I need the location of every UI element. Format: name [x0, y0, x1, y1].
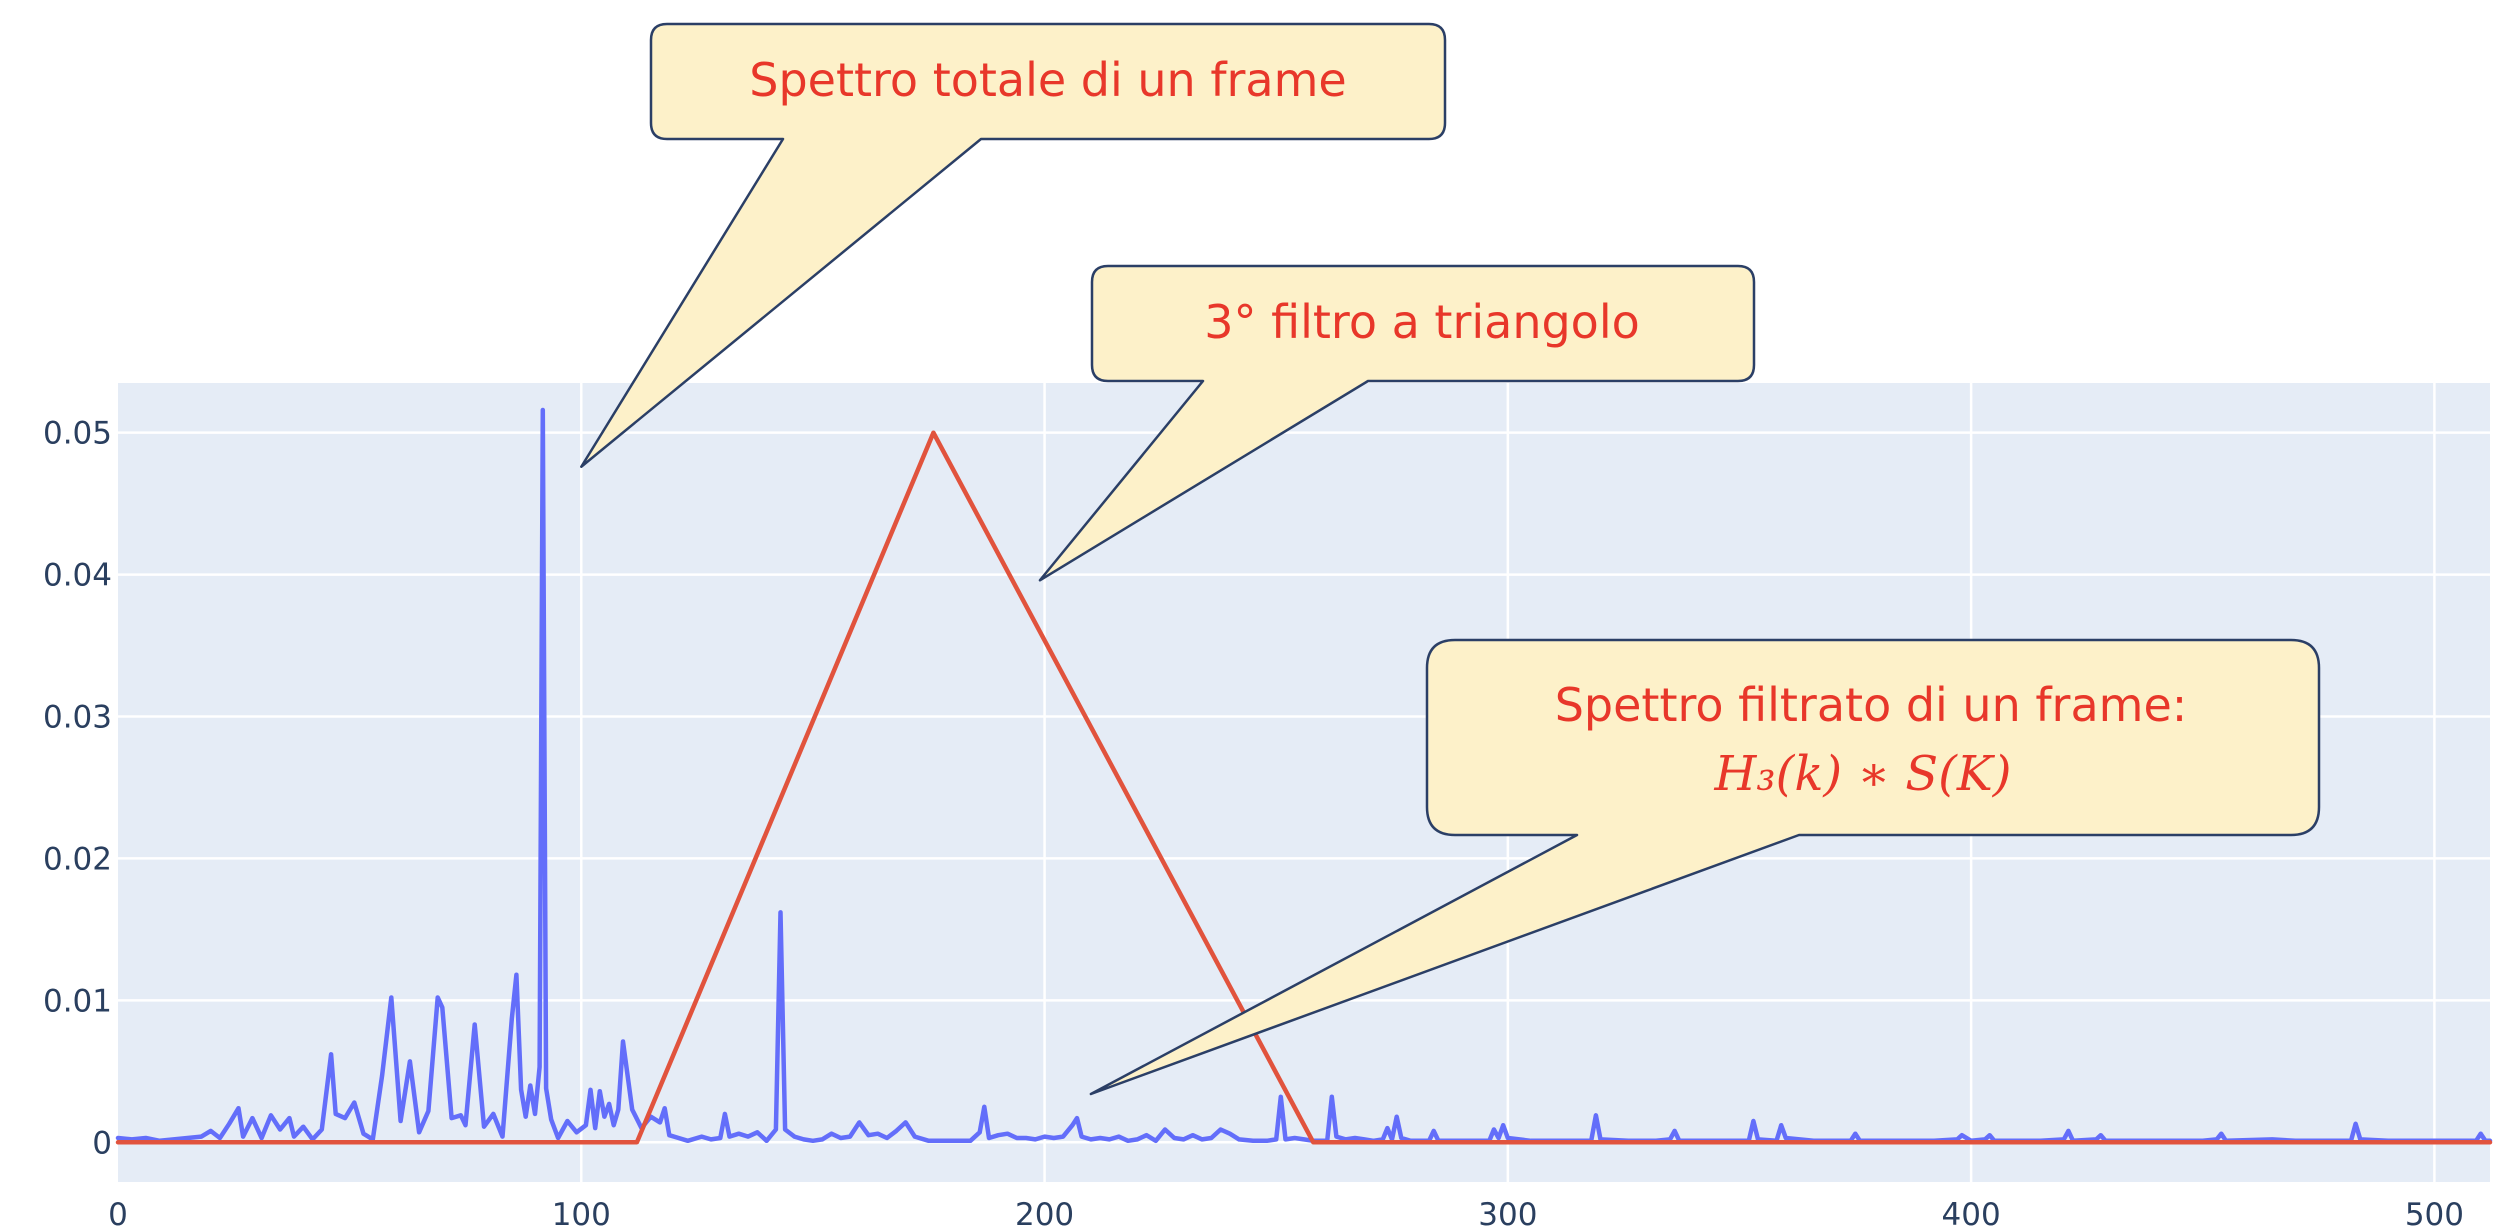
callout-a3-label: Spettro filtrato di un frame: [1555, 678, 2188, 732]
y-tick-label-1: 0.01 [43, 983, 112, 1019]
callout-filtered-spectrum: Spettro filtrato di un frame: H₃(k) ∗ S(… [1089, 638, 2321, 1096]
y-tick-label-2: 0.02 [43, 841, 112, 877]
x-tick-label-1: 100 [552, 1197, 611, 1228]
callout-a3-formula: H₃(k) ∗ S(K) [1714, 746, 2012, 802]
axis-ticks: 0 100 200 300 400 500 0 0.01 0.02 0.03 0.04 0.05 [43, 416, 2464, 1228]
callout-a3-shape [1089, 638, 2321, 1096]
callout-spectrum-total: Spettro totale di un frame [580, 22, 1447, 468]
callout-a1-label: Spettro totale di un frame [749, 53, 1346, 107]
x-tick-label-4: 400 [1942, 1197, 2001, 1228]
callout-a2-shape [1038, 264, 1756, 582]
x-tick-label-0: 0 [108, 1197, 128, 1228]
series-line-filter [115, 430, 2493, 1145]
grid [118, 383, 2490, 1182]
y-tick-label-5: 0.05 [43, 416, 112, 452]
y-tick-label-0: 0 [92, 1125, 112, 1161]
callout-a1-shape [580, 22, 1447, 468]
series-line-spectrum [115, 407, 2493, 1144]
x-tick-label-2: 200 [1015, 1197, 1074, 1228]
y-tick-label-3: 0.03 [43, 700, 112, 736]
x-tick-label-5: 500 [2405, 1197, 2464, 1228]
x-tick-label-3: 300 [1478, 1197, 1537, 1228]
series-lines [115, 407, 2493, 1145]
callout-a2-label: 3° filtro a triangolo [1204, 295, 1640, 349]
y-tick-label-4: 0.04 [43, 558, 112, 594]
callout-triangle-filter: 3° filtro a triangolo [1038, 264, 1756, 582]
